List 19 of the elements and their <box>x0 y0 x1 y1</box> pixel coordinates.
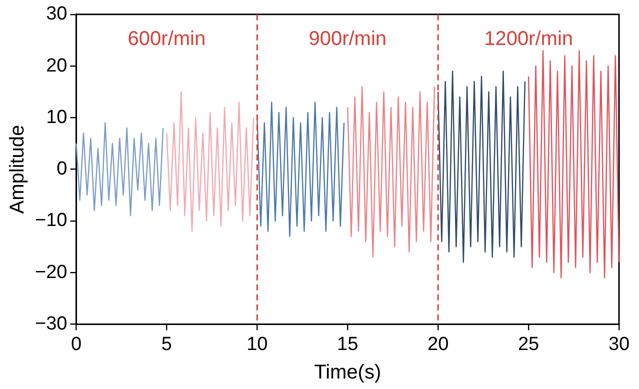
annotation: 600r/min <box>128 28 206 50</box>
annotation: 900r/min <box>308 28 387 50</box>
y-tick-label: −10 <box>34 210 68 232</box>
x-tick-label: 10 <box>246 334 268 355</box>
y-tick-label: 30 <box>46 4 68 25</box>
y-tick-label: 10 <box>46 106 68 128</box>
y-tick-label: −30 <box>34 313 68 334</box>
x-tick-label: 25 <box>518 334 540 355</box>
y-tick-label: 20 <box>46 55 68 76</box>
x-tick-label: 5 <box>161 334 172 355</box>
annotation: 1200r/min <box>484 28 574 50</box>
x-tick-label: 15 <box>337 334 358 355</box>
x-tick-label: 0 <box>70 334 82 355</box>
y-tick-label: −20 <box>34 262 68 283</box>
x-tick-label: 30 <box>608 334 630 355</box>
y-tick-label: 0 <box>56 158 68 180</box>
x-tick-label: 20 <box>428 334 449 355</box>
y-axis-title: Amplitude <box>6 124 29 214</box>
x-axis-title: Time(s) <box>314 362 382 384</box>
